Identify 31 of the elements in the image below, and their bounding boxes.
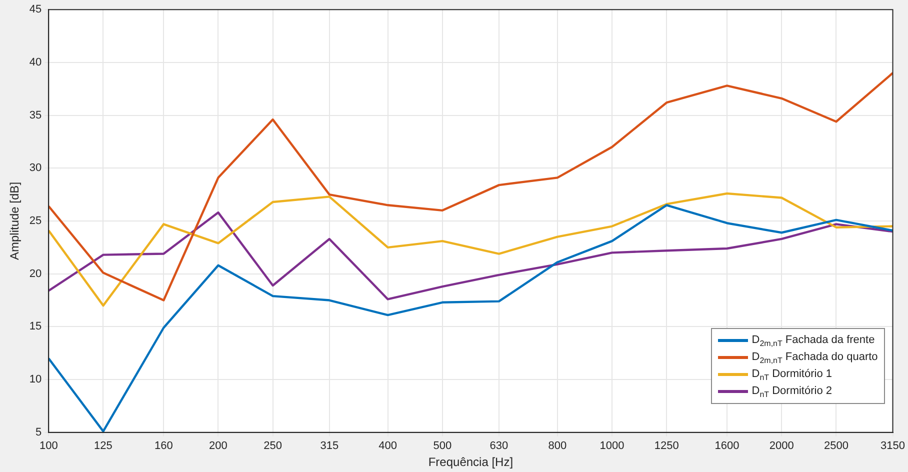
x-tick-label: 3150 [880, 440, 906, 452]
x-tick-label: 1250 [654, 440, 679, 452]
y-tick-label: 15 [29, 320, 42, 333]
x-tick-label: 630 [490, 440, 508, 452]
x-tick-label: 315 [320, 440, 339, 452]
y-tick-label: 5 [36, 426, 42, 438]
x-tick-label: 200 [209, 440, 228, 452]
y-tick-label: 35 [29, 109, 42, 122]
x-tick-label: 125 [94, 440, 112, 452]
legend-label: D$_{nT}$ Dormitório 2 [752, 384, 832, 399]
x-tick-label: 250 [264, 440, 282, 452]
x-tick-label: 500 [433, 440, 452, 452]
x-tick-label: 1600 [714, 440, 740, 452]
y-tick-label: 40 [29, 56, 42, 68]
y-tick-label: 25 [29, 215, 42, 228]
legend-label: D$_{nT}$ Dormitório 1 [752, 368, 832, 382]
y-tick-label: 10 [29, 374, 42, 386]
y-axis-title: Amplitude [dB] [8, 182, 22, 260]
x-tick-label: 160 [154, 440, 173, 452]
y-tick-label: 45 [29, 4, 42, 16]
legend-label: D$_{2m,nT}$ Fachada da frente [752, 334, 875, 348]
x-tick-label: 2500 [824, 440, 848, 452]
x-tick-label: 800 [548, 440, 567, 452]
y-tick-label: 30 [29, 162, 42, 174]
x-tick-label: 100 [39, 440, 58, 452]
x-axis-title: Frequência [Hz] [428, 455, 514, 470]
x-tick-label: 2000 [769, 440, 794, 452]
y-tick-label: 20 [29, 268, 42, 280]
legend-label: D$_{2m,nT}$ Fachada do quarto [752, 350, 878, 365]
x-tick-label: 400 [378, 440, 398, 452]
x-tick-label: 1000 [600, 440, 624, 452]
